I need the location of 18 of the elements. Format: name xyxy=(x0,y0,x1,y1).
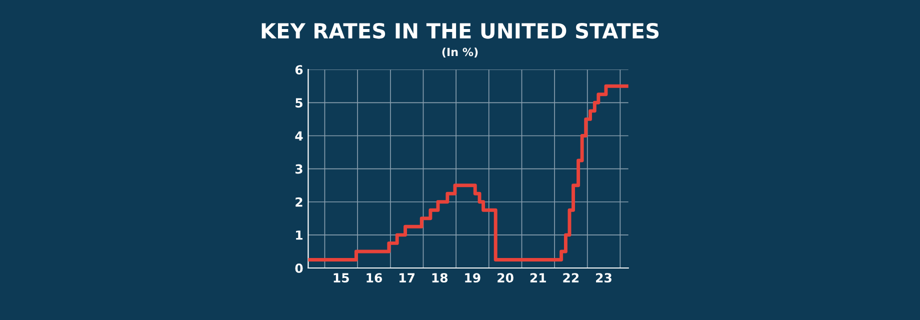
x-tick-label: 21 xyxy=(530,273,546,282)
y-tick-label: 4 xyxy=(295,131,303,140)
y-tick-label: 6 xyxy=(295,65,303,75)
x-tick-label: 15 xyxy=(334,273,349,283)
x-tick-label: 20 xyxy=(498,273,514,283)
chart-title: KEY RATES IN THE UNITED STATES xyxy=(262,22,659,39)
chart-subtitle: (In %) xyxy=(442,48,478,58)
y-tick-label: 2 xyxy=(296,197,302,207)
y-tick-label: 3 xyxy=(295,164,302,174)
y-tick-label: 5 xyxy=(296,98,302,108)
x-tick-label: 18 xyxy=(432,273,448,283)
x-tick-label: 17 xyxy=(400,273,415,282)
x-tick-label: 22 xyxy=(563,273,579,282)
y-tick-label: 1 xyxy=(296,230,302,240)
x-tick-label: 23 xyxy=(596,273,612,283)
x-tick-label: 16 xyxy=(366,273,382,283)
y-tick-label: 0 xyxy=(295,263,303,273)
x-tick-label: 19 xyxy=(465,273,480,283)
